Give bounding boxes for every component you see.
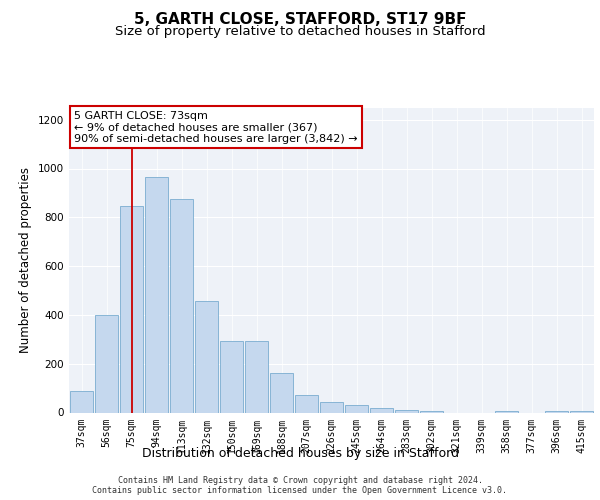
Y-axis label: Number of detached properties: Number of detached properties: [19, 167, 32, 353]
Bar: [420, 410, 443, 412]
Bar: [570, 410, 593, 412]
Text: 5, GARTH CLOSE, STAFFORD, ST17 9BF: 5, GARTH CLOSE, STAFFORD, ST17 9BF: [134, 12, 466, 28]
Bar: [270, 374, 293, 412]
Bar: [95, 315, 118, 412]
Bar: [70, 390, 93, 412]
Bar: [295, 396, 318, 412]
Bar: [370, 408, 393, 412]
Text: Distribution of detached houses by size in Stafford: Distribution of detached houses by size …: [142, 448, 458, 460]
Bar: [170, 199, 193, 412]
Bar: [120, 206, 143, 412]
Bar: [220, 340, 243, 412]
Text: 5 GARTH CLOSE: 73sqm
← 9% of detached houses are smaller (367)
90% of semi-detac: 5 GARTH CLOSE: 73sqm ← 9% of detached ho…: [74, 110, 358, 144]
Bar: [195, 302, 218, 412]
Bar: [345, 405, 368, 412]
Bar: [320, 402, 343, 412]
Text: Contains HM Land Registry data © Crown copyright and database right 2024.
Contai: Contains HM Land Registry data © Crown c…: [92, 476, 508, 495]
Bar: [545, 410, 568, 412]
Text: Size of property relative to detached houses in Stafford: Size of property relative to detached ho…: [115, 25, 485, 38]
Bar: [395, 410, 418, 412]
Bar: [245, 340, 268, 412]
Bar: [495, 410, 518, 412]
Bar: [145, 177, 168, 412]
